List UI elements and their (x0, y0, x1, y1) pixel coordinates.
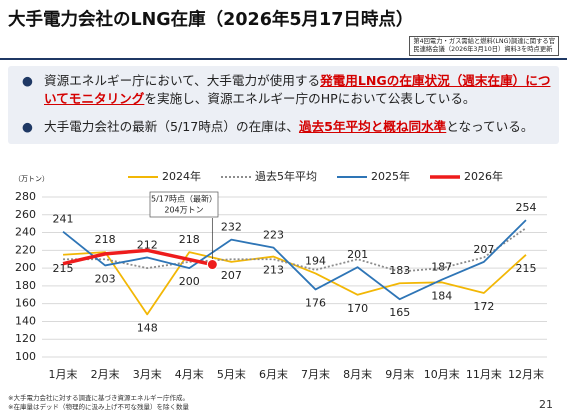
footnote: ※在庫量はデッド（物理的に汲み上げ不可な残量）を除く数量 (8, 403, 189, 411)
data-label: 218 (179, 233, 200, 246)
callout-text: 5/17時点（最新） (151, 194, 217, 204)
y-tick-label: 180 (15, 279, 36, 292)
series-line (62, 248, 148, 266)
data-label: 172 (473, 300, 494, 313)
x-tick-label: 9月末 (385, 367, 414, 381)
x-tick-label: 4月末 (175, 367, 204, 381)
data-label: 203 (95, 272, 116, 285)
data-label: 170 (347, 302, 368, 315)
y-tick-label: 260 (15, 208, 36, 221)
text: 資源エネルギー庁において、大手電力が使用する (44, 73, 321, 88)
x-tick-label: 7月末 (301, 367, 330, 381)
data-label: 148 (137, 321, 158, 334)
x-tick-label: 10月末 (424, 367, 460, 381)
source-line: 第4回電力・ガス需給と燃料(LNG)調達に関する官 (413, 38, 555, 45)
data-label: 194 (305, 254, 326, 267)
data-label: 232 (221, 221, 242, 234)
y-tick-label: 100 (15, 350, 36, 363)
bullet-box: ● 資源エネルギー庁において、大手電力が使用する発電用LNGの在庫状況（週末在庫）… (8, 66, 559, 144)
legend-label: 2025年 (371, 169, 410, 183)
callout-value: 204万トン (164, 206, 203, 215)
series-line (62, 251, 527, 316)
data-label: 183 (389, 264, 410, 277)
x-tick-label: 1月末 (49, 367, 78, 381)
data-label: 215 (53, 262, 74, 275)
series-line (62, 219, 527, 301)
bullet: ● 資源エネルギー庁において、大手電力が使用する発電用LNGの在庫状況（週末在庫）… (22, 73, 551, 106)
y-unit: （万トン） (14, 175, 49, 183)
data-label: 212 (137, 238, 158, 251)
x-tick-label: 8月末 (343, 367, 372, 381)
y-tick-label: 140 (15, 314, 36, 327)
data-label: 200 (179, 275, 200, 288)
latest-point (206, 259, 218, 271)
data-label: 187 (431, 261, 452, 274)
data-label: 254 (515, 201, 536, 214)
data-label: 223 (263, 229, 284, 242)
data-label: 215 (515, 262, 536, 275)
text: となっている。 (446, 119, 534, 134)
legend-label: 2026年 (464, 169, 503, 183)
latest-connector (145, 248, 215, 267)
y-tick-label: 280 (15, 190, 36, 203)
y-tick-label: 200 (15, 261, 36, 274)
x-tick-label: 12月末 (508, 367, 544, 381)
callout-box (149, 191, 219, 218)
data-label: 184 (431, 289, 452, 302)
emphasis: 発電用LNGの在庫状況（週末在庫）についてモニタリング (44, 73, 551, 106)
data-label: 241 (53, 213, 74, 226)
data-label: 213 (263, 264, 284, 277)
series-line (63, 227, 527, 273)
x-tick-label: 6月末 (259, 367, 288, 381)
y-tick-label: 240 (15, 226, 36, 239)
title: 大手電力会社のLNG在庫（2026年5月17日時点） (8, 10, 414, 30)
y-tick-label: 220 (15, 243, 36, 256)
y-tick-label: 160 (15, 297, 36, 310)
y-tick-label: 120 (15, 332, 36, 345)
source-box: 第4回電力・ガス需給と燃料(LNG)調達に関する官 民連絡会議（2026年3月10… (409, 36, 559, 56)
data-label: 165 (389, 306, 410, 319)
data-label: 207 (221, 269, 242, 282)
x-tick-label: 2月末 (91, 367, 120, 381)
data-label: 201 (347, 248, 368, 261)
source-line: 民連絡会議（2026年3月10日）資料3を時点更新 (413, 46, 553, 53)
rule (0, 58, 567, 60)
text: を実施し、資源エネルギー庁のHPにおいて公表している。 (144, 91, 476, 106)
data-label: 207 (473, 243, 494, 256)
footnote: ※大手電力会社に対する調査に基づき資源エネルギー庁作成。 (8, 394, 189, 402)
emphasis: 過去5年平均と概ね同水準 (298, 119, 447, 134)
data-label: 176 (305, 296, 326, 309)
bullet: ● 大手電力会社の最新（5/17時点）の在庫は、過去5年平均と概ね同水準となってい… (22, 119, 534, 134)
x-tick-label: 3月末 (133, 367, 162, 381)
text: 大手電力会社の最新（5/17時点）の在庫は、 (44, 119, 299, 134)
x-tick-label: 5月末 (217, 367, 246, 381)
data-label: 218 (95, 233, 116, 246)
legend-label: 2024年 (162, 169, 201, 183)
legend-label: 過去5年平均 (255, 169, 317, 183)
x-tick-label: 11月末 (466, 367, 502, 381)
page-number: 21 (539, 398, 553, 411)
